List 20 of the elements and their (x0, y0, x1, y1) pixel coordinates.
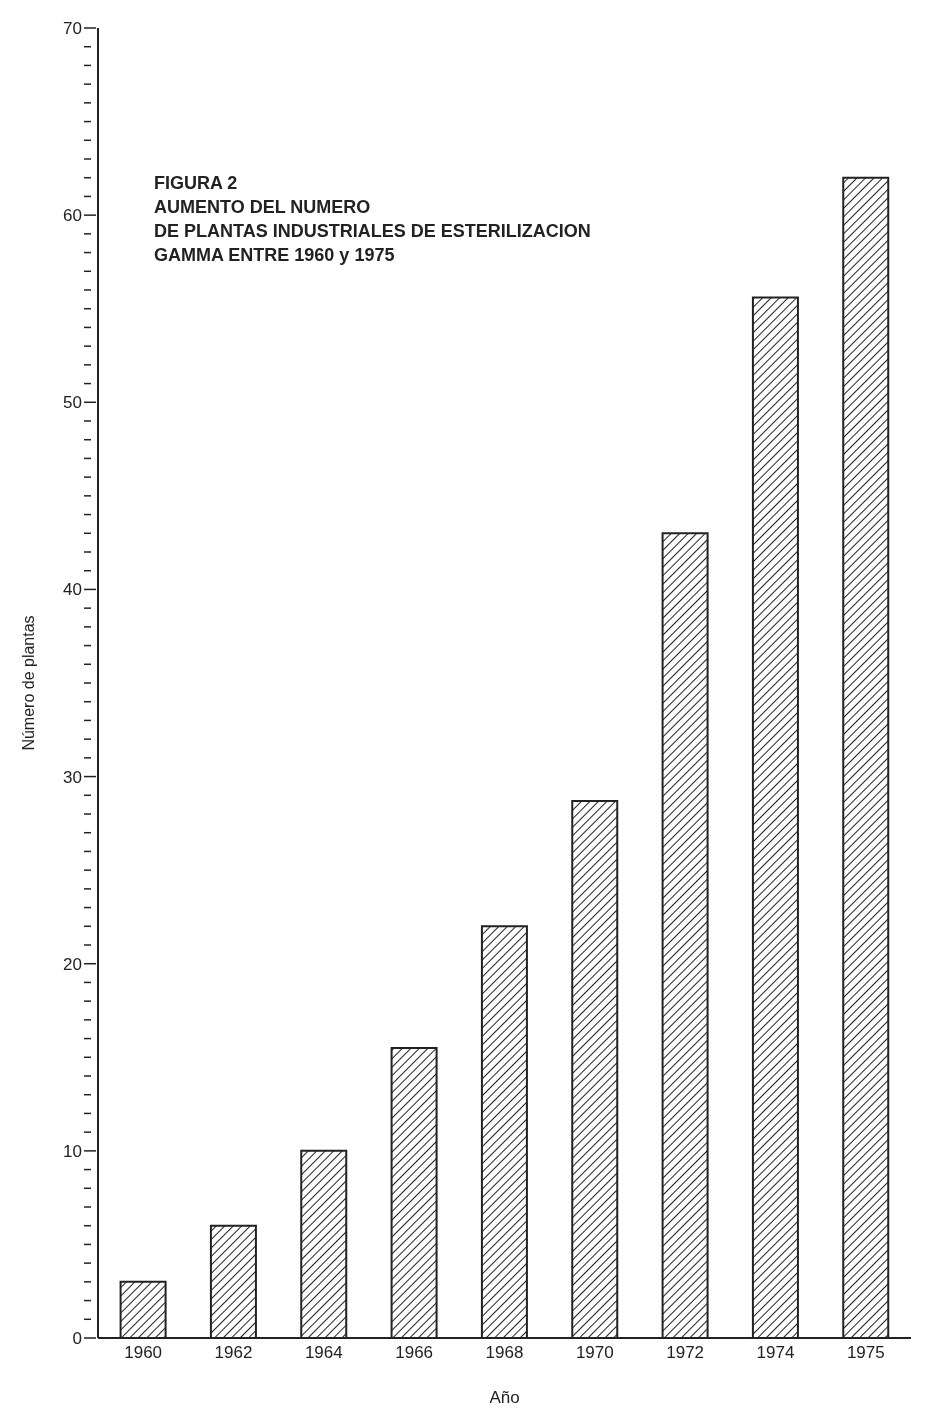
x-tick-label: 1974 (756, 1343, 795, 1363)
x-tick-label: 1960 (124, 1343, 163, 1363)
y-axis-title: Número de plantas (19, 615, 37, 751)
x-tick-label: 1964 (304, 1343, 343, 1363)
x-tick-label: 1972 (666, 1343, 705, 1363)
x-tick-label: 1970 (575, 1343, 614, 1363)
text: FIGURA 2 AUMENTO DEL NUMERO DE PLANTAS INDUSTRIALES DE ESTERILIZACION GAMMA ENTRE 1960 y 1975 (154, 172, 591, 267)
y-tick-label: 10 (63, 1141, 82, 1161)
y-tick-label: 40 (63, 580, 82, 600)
y-tick-label: 70 (63, 18, 82, 38)
y-tick-label: 20 (63, 954, 82, 974)
y-tick-label: 60 (63, 206, 82, 226)
x-tick-label: 1975 (846, 1343, 885, 1363)
x-tick-label: 1966 (395, 1343, 434, 1363)
x-tick-label: 1962 (214, 1343, 253, 1363)
y-tick-label: 30 (63, 767, 82, 787)
y-tick-label: 0 (72, 1328, 82, 1348)
x-tick-label: 1968 (485, 1343, 524, 1363)
y-tick-label: 50 (63, 393, 82, 413)
x-axis-title: Año (489, 1388, 520, 1407)
